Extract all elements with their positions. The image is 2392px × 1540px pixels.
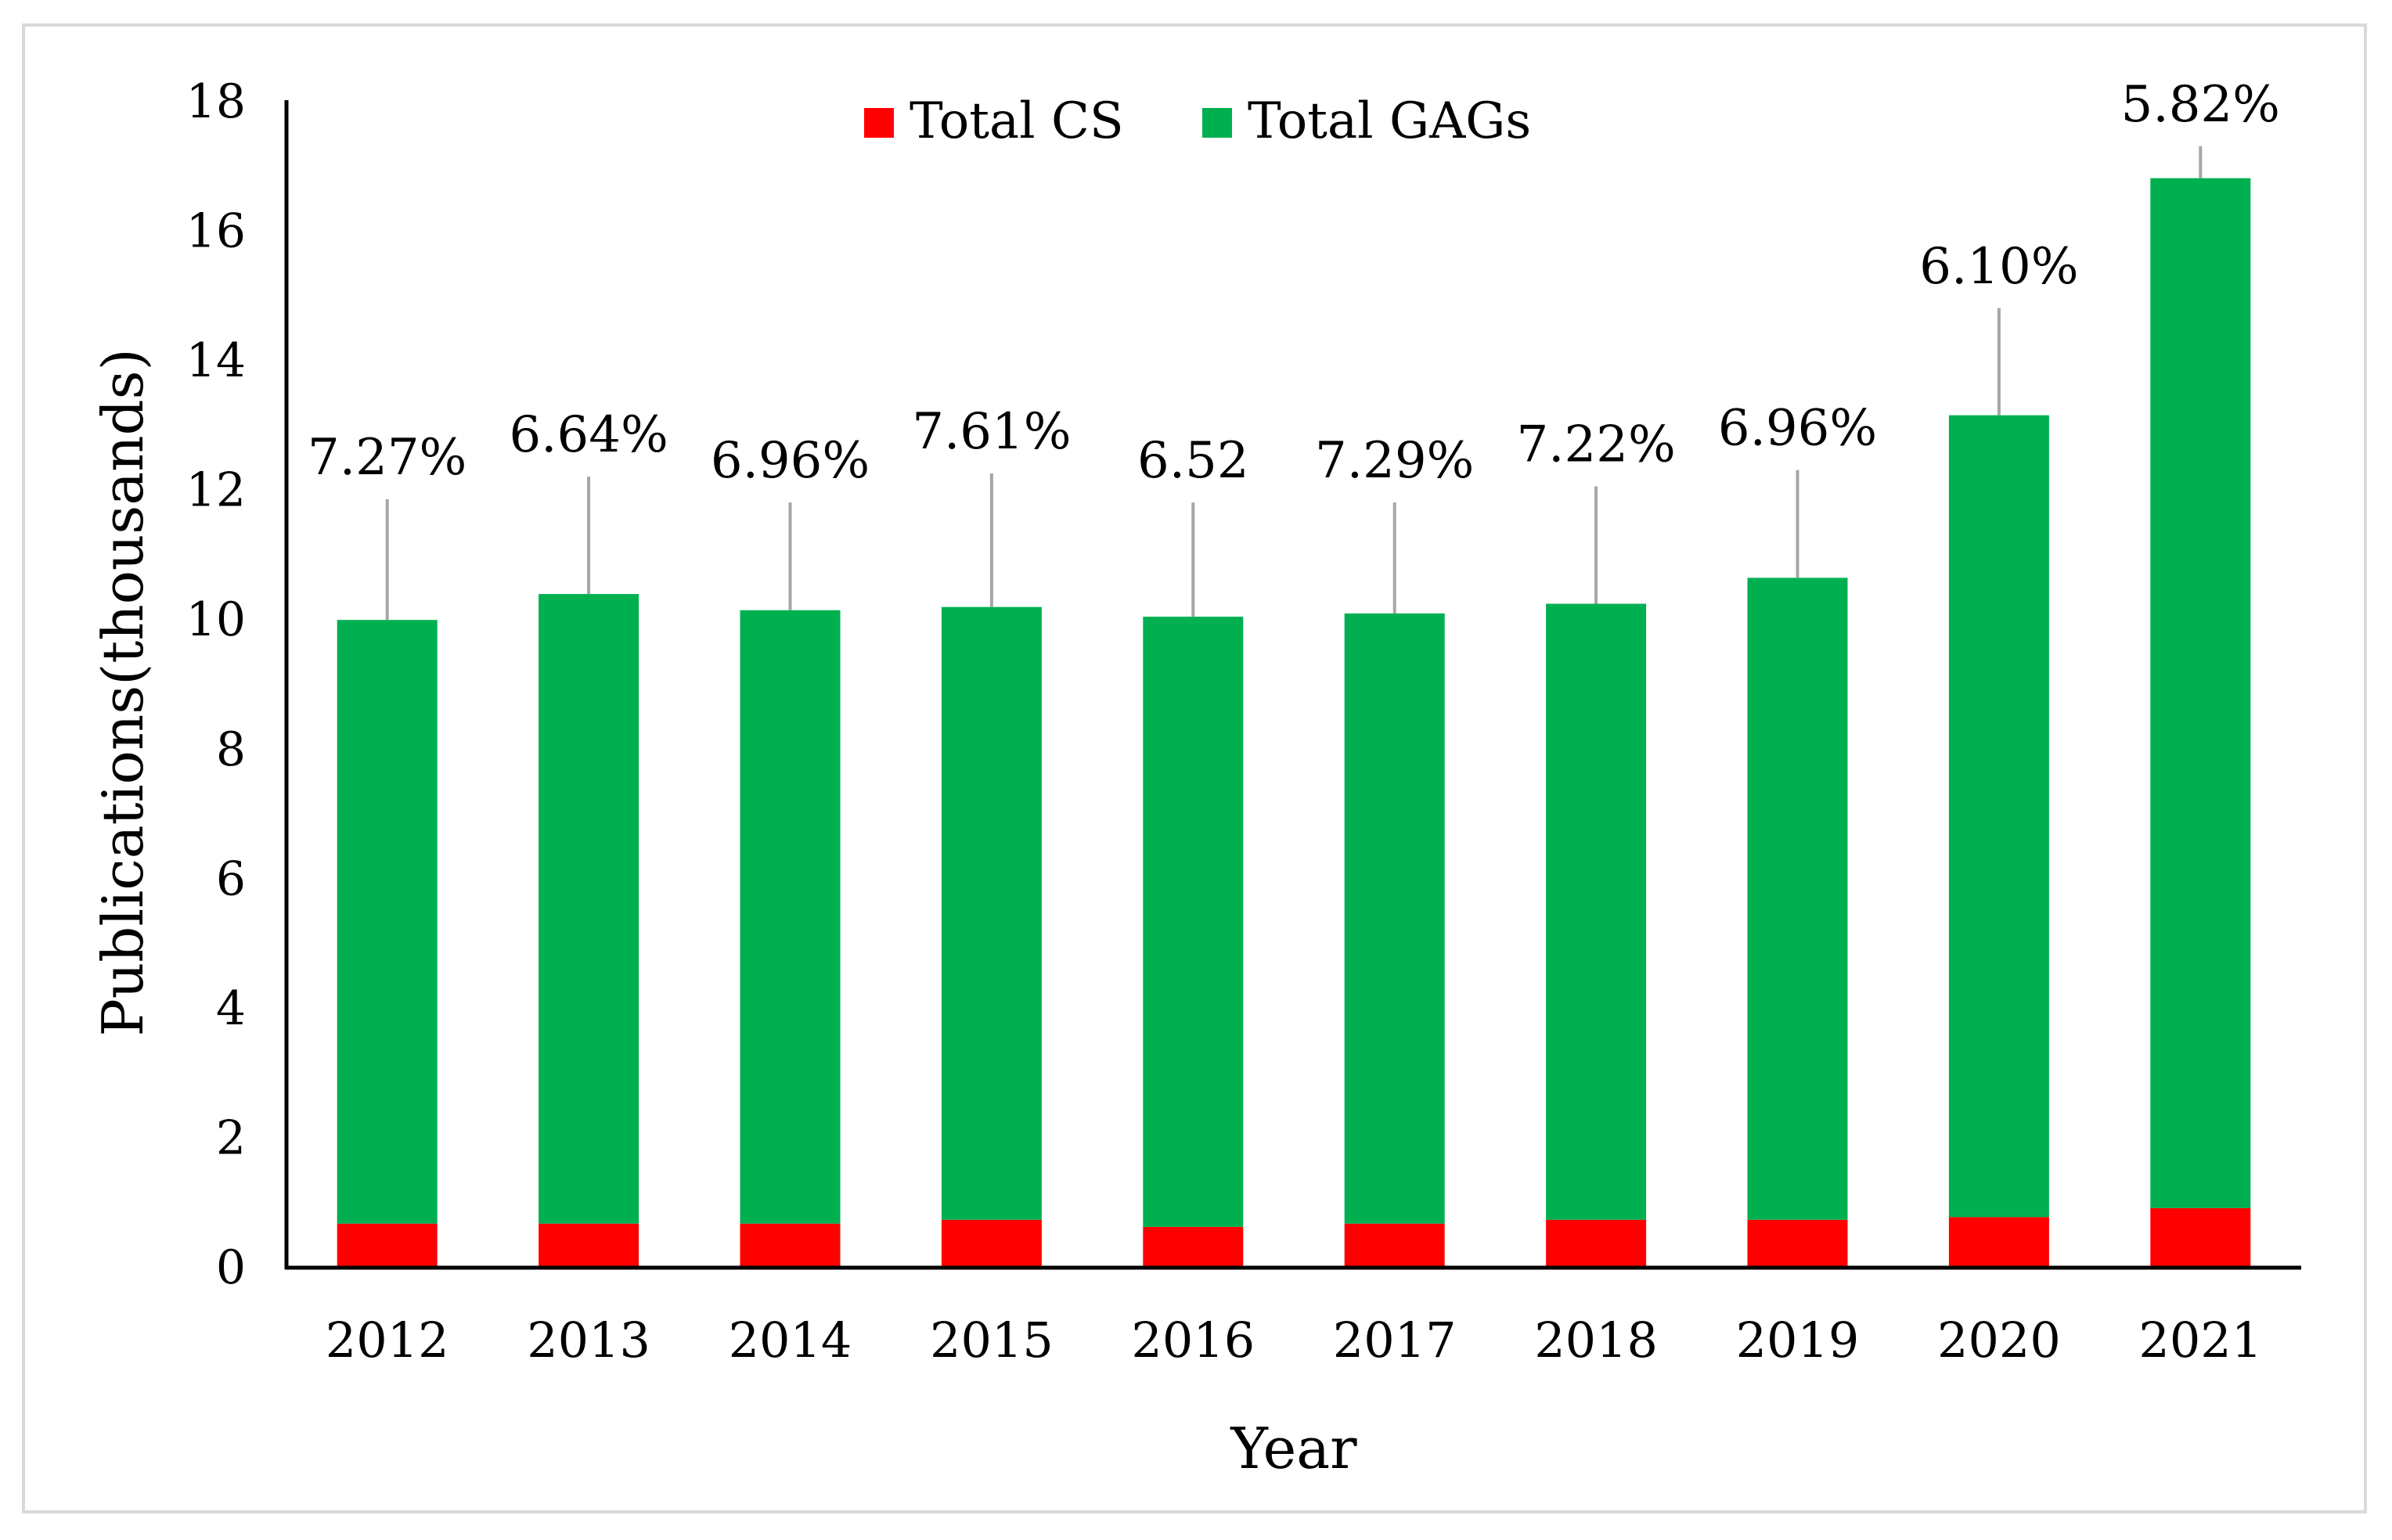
figure-frame: 0 2 4 6 8 10 12 14 16 18 7.27% 6.64% 6.96% 7.61% 6.52… (22, 23, 2367, 1513)
bar-total-cs-2020 (1948, 1217, 2049, 1268)
bar-total-gags-2014 (740, 610, 841, 1224)
y-tick-label: 0 (216, 1240, 246, 1295)
bar-total-cs-2012 (337, 1223, 438, 1268)
bars-layer (337, 178, 2251, 1268)
x-tick-label-2014: 2014 (729, 1312, 852, 1369)
x-tick-label-2021: 2021 (2138, 1312, 2262, 1369)
bar-total-gags-2013 (539, 594, 639, 1224)
data-label-2017: 7.29% (1315, 432, 1474, 490)
data-label-2021: 5.82% (2121, 76, 2280, 134)
bar-total-cs-2014 (740, 1223, 841, 1268)
bar-total-gags-2017 (1344, 613, 1445, 1224)
y-tick-label: 12 (186, 463, 246, 518)
legend-label-total-cs: Total CS (910, 92, 1124, 150)
stacked-bar-chart: 0 2 4 6 8 10 12 14 16 18 7.27% 6.64% 6.96% 7.61% 6.52… (90, 74, 2301, 1481)
bar-total-cs-2017 (1344, 1223, 1445, 1268)
y-axis-ticks: 0 2 4 6 8 10 12 14 16 18 (186, 74, 246, 1295)
x-axis-title: Year (1230, 1416, 1357, 1481)
y-tick-label: 14 (186, 333, 246, 388)
x-tick-label-2015: 2015 (930, 1312, 1054, 1369)
bar-total-cs-2013 (539, 1223, 639, 1268)
bar-total-gags-2020 (1948, 415, 2049, 1218)
bar-total-cs-2016 (1143, 1226, 1244, 1268)
legend-swatch-total-cs (864, 108, 894, 138)
x-tick-label-2018: 2018 (1534, 1312, 1658, 1369)
y-tick-label: 10 (186, 592, 246, 647)
bar-total-cs-2018 (1546, 1219, 1647, 1268)
bar-total-gags-2019 (1747, 578, 1848, 1220)
data-label-2019: 6.96% (1718, 400, 1877, 458)
legend-swatch-total-gags (1202, 108, 1232, 138)
legend: Total CS Total GAGs (864, 92, 1531, 150)
bar-total-cs-2019 (1747, 1219, 1848, 1268)
y-tick-label: 6 (216, 851, 246, 906)
x-tick-label-2012: 2012 (326, 1312, 449, 1369)
x-tick-label-2013: 2013 (527, 1312, 650, 1369)
data-label-2016: 6.52 (1137, 432, 1249, 490)
data-label-2018: 7.22% (1516, 416, 1675, 473)
y-axis-title: Publications(thousands) (90, 348, 156, 1036)
y-tick-label: 16 (186, 204, 246, 259)
data-label-2015: 7.61% (912, 403, 1071, 461)
data-label-2020: 6.10% (1919, 238, 2078, 296)
bar-total-cs-2021 (2150, 1207, 2251, 1268)
data-label-2014: 6.96% (711, 432, 870, 490)
bar-total-cs-2015 (941, 1219, 1042, 1268)
data-label-2012: 7.27% (308, 429, 467, 487)
x-tick-label-2020: 2020 (1937, 1312, 2061, 1369)
y-tick-label: 4 (216, 981, 246, 1036)
bar-total-gags-2021 (2150, 178, 2251, 1208)
bar-total-gags-2018 (1546, 603, 1647, 1220)
legend-label-total-gags: Total GAGs (1248, 92, 1531, 150)
x-tick-label-2016: 2016 (1131, 1312, 1255, 1369)
bar-total-gags-2015 (941, 606, 1042, 1220)
leader-lines (385, 146, 2203, 621)
y-tick-label: 2 (216, 1110, 246, 1165)
x-tick-label-2019: 2019 (1736, 1312, 1860, 1369)
x-axis-labels: 2012 2013 2014 2015 2016 2017 2018 2019 2020 2021 (326, 1312, 2262, 1369)
x-tick-label-2017: 2017 (1333, 1312, 1457, 1369)
bar-total-gags-2012 (337, 620, 438, 1224)
y-tick-label: 18 (186, 74, 246, 129)
data-label-2013: 6.64% (509, 406, 668, 464)
bar-total-gags-2016 (1143, 617, 1244, 1227)
percentage-labels: 7.27% 6.64% 6.96% 7.61% 6.52 7.29% 7.22% 6.96% 6… (308, 76, 2280, 490)
y-tick-label: 8 (216, 722, 246, 777)
